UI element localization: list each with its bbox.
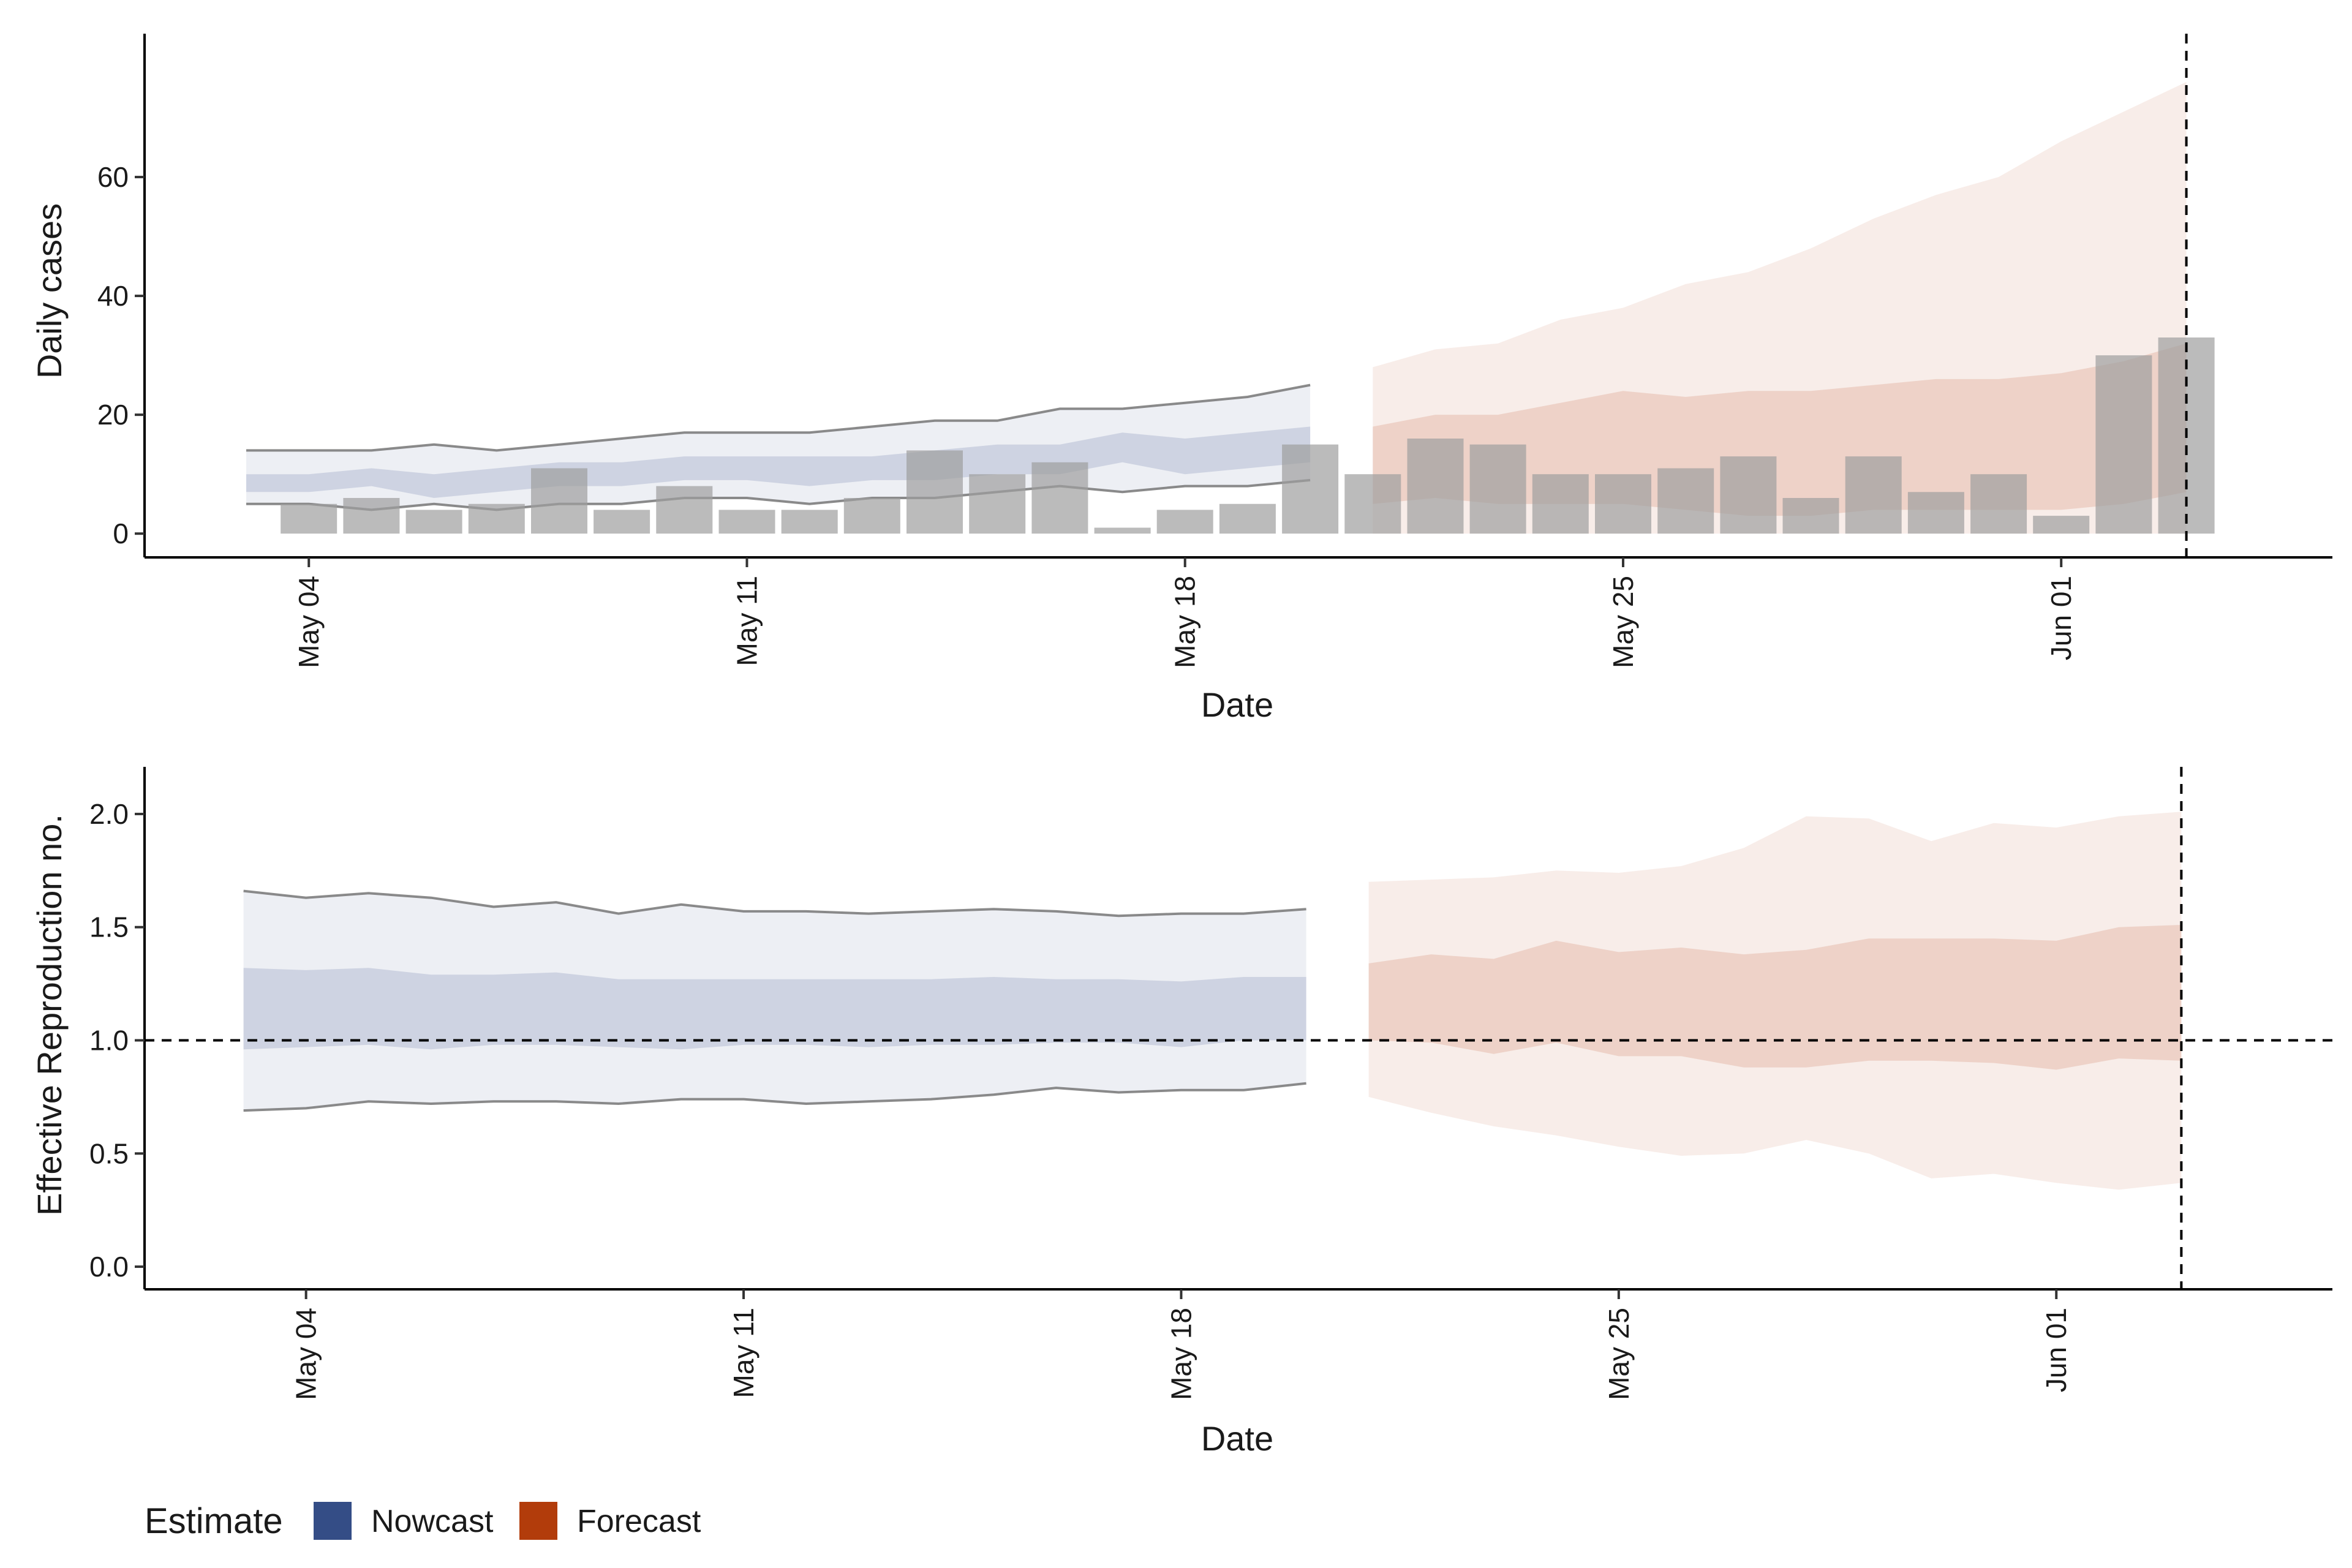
r-x-tick-label: May 04: [290, 1308, 322, 1400]
cases-x-tick-label: Jun 01: [2045, 576, 2077, 660]
legend: Estimate Nowcast Forecast: [145, 1501, 701, 1541]
cases-x-tick-label: May 04: [293, 576, 325, 668]
daily-cases-x-axis-title: Date: [1201, 685, 1273, 724]
legend-swatch-nowcast: [314, 1502, 352, 1540]
cases-observed-bar: [1407, 439, 1464, 534]
cases-observed-bar: [843, 498, 900, 534]
cases-observed-bar: [2033, 516, 2090, 534]
r-x-tick-label: May 18: [1165, 1308, 1197, 1400]
r-y-tick-label: 1.0: [89, 1025, 129, 1057]
cases-nowcast-lower-line: [246, 478, 1311, 511]
r-nowcast-upper-line: [243, 889, 1306, 918]
cases-observed-bar: [531, 468, 587, 534]
reproduction-panel: 0.0 0.5 1.0 1.5 2.0 May 04 May 11 May 18 May 25 J…: [30, 767, 2332, 1458]
cases-observed-bar: [1031, 462, 1088, 534]
cases-observed-bar: [1845, 456, 1902, 534]
cases-nowcast-upper-line: [246, 383, 1311, 452]
daily-cases-panel: 0 20 40 60 May 04 May 11 May 18 May 25 Jun 01 Da…: [30, 34, 2332, 724]
reproduction-x-axis-title: Date: [1201, 1419, 1273, 1458]
cases-forecast-50-band: [1373, 343, 2187, 516]
cases-observed-bar: [1907, 492, 1964, 534]
legend-label-forecast: Forecast: [577, 1504, 701, 1539]
cases-x-tick-label: May 25: [1607, 576, 1639, 668]
cases-y-tick-label: 40: [97, 280, 129, 312]
r-y-tick-label: 0.5: [89, 1137, 129, 1169]
r-x-tick-label: May 25: [1603, 1308, 1635, 1400]
cases-observed-bar: [1532, 474, 1589, 534]
cases-observed-bar: [1219, 503, 1276, 534]
cases-observed-bar: [281, 503, 337, 534]
cases-observed-bar: [1970, 474, 2027, 534]
cases-observed-bar: [781, 510, 838, 534]
legend-title: Estimate: [145, 1501, 283, 1541]
cases-observed-bar: [1595, 474, 1651, 534]
r-x-tick-label: Jun 01: [2040, 1308, 2072, 1392]
cases-observed-bar: [2095, 355, 2152, 534]
r-nowcast-50-band: [243, 968, 1306, 1050]
daily-cases-plot-area: 0 20 40 60 May 04 May 11 May 18 May 25 Jun 01: [97, 34, 2332, 668]
cases-observed-bar: [468, 503, 525, 534]
cases-x-tick-label: May 18: [1169, 576, 1201, 668]
cases-observed-bar: [405, 510, 462, 534]
cases-y-tick-label: 60: [97, 161, 129, 193]
daily-cases-y-axis-title: Daily cases: [30, 203, 69, 379]
cases-observed-bar: [1094, 527, 1151, 534]
cases-nowcast-50-band: [246, 426, 1311, 498]
r-x-tick-label: May 11: [728, 1308, 760, 1398]
r-forecast-90-band: [1368, 812, 2182, 1190]
cases-observed-bar: [1720, 456, 1777, 534]
cases-forecast-90-band: [1373, 81, 2187, 534]
legend-swatch-forecast: [519, 1502, 557, 1540]
reproduction-y-axis-title: Effective Reproduction no.: [30, 814, 69, 1216]
cases-observed-bar: [1469, 444, 1526, 534]
r-y-tick-label: 0.0: [89, 1251, 129, 1283]
cases-observed-bar: [1782, 498, 1839, 534]
r-y-tick-label: 1.5: [89, 911, 129, 943]
legend-label-nowcast: Nowcast: [371, 1504, 494, 1539]
cases-observed-bar: [1156, 510, 1213, 534]
cases-y-tick-label: 0: [113, 518, 129, 549]
cases-observed-bar: [594, 510, 650, 534]
reproduction-plot-area: 0.0 0.5 1.0 1.5 2.0 May 04 May 11 May 18 May 25 J…: [89, 767, 2332, 1400]
cases-observed-bar: [1344, 474, 1401, 534]
cases-observed-bar: [656, 486, 713, 534]
cases-observed-bar: [718, 510, 775, 534]
r-forecast-50-band: [1368, 925, 2182, 1070]
cases-x-tick-label: May 11: [731, 576, 763, 666]
r-nowcast-lower-line: [243, 1082, 1306, 1112]
cases-observed-bar: [1282, 444, 1339, 534]
cases-observed-bar: [907, 450, 963, 534]
cases-observed-bar: [343, 498, 400, 534]
r-y-tick-label: 2.0: [89, 798, 129, 830]
cases-observed-bar: [1657, 468, 1714, 534]
cases-y-tick-label: 20: [97, 399, 129, 431]
r-nowcast-90-band: [243, 891, 1306, 1111]
cases-observed-bar: [969, 474, 1026, 534]
